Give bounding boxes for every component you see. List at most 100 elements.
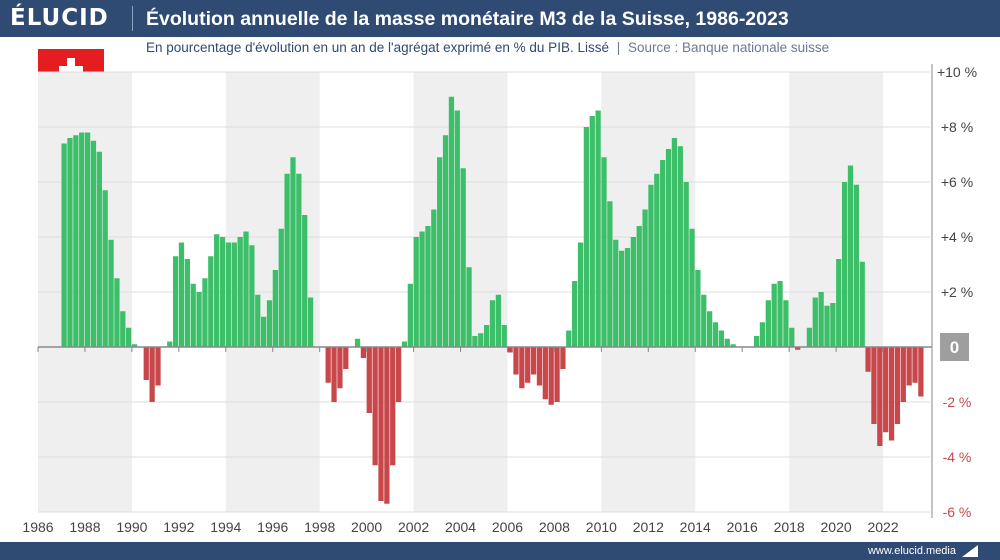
bar	[261, 316, 267, 347]
bar	[577, 242, 584, 347]
bar	[536, 347, 543, 386]
bar	[296, 173, 302, 347]
bar	[196, 292, 202, 347]
x-tick-label: 1986	[22, 519, 53, 535]
x-tick-label: 2002	[398, 519, 429, 535]
bar	[67, 138, 73, 347]
bar	[689, 228, 695, 347]
bar	[607, 201, 613, 347]
chart-subtitle: En pourcentage d'évolution en un an de l…	[146, 39, 829, 57]
x-tick-label: 2022	[867, 519, 898, 535]
bar	[513, 347, 519, 375]
bar	[613, 239, 619, 347]
bar	[249, 245, 255, 347]
x-tick-label: 1994	[210, 519, 241, 535]
bar	[918, 347, 924, 397]
bar	[618, 250, 625, 347]
bar	[836, 259, 842, 347]
bar	[143, 347, 149, 380]
bar	[589, 116, 595, 347]
y-tick-label: -6 %	[943, 504, 972, 520]
bar	[155, 347, 161, 386]
bar	[61, 143, 67, 347]
y-tick-label: +2 %	[941, 284, 973, 300]
bar	[231, 242, 237, 347]
bar	[84, 132, 91, 347]
bar	[642, 209, 648, 347]
bar	[237, 237, 243, 347]
bar	[759, 322, 766, 347]
bar	[865, 347, 871, 372]
bar	[360, 347, 367, 358]
bar	[407, 283, 413, 347]
bar	[208, 256, 214, 347]
bar	[425, 226, 431, 347]
bar	[489, 300, 496, 347]
x-tick-label: 2016	[727, 519, 758, 535]
bar	[795, 347, 801, 350]
chart-title: Évolution annuelle de la masse monétaire…	[146, 8, 789, 30]
x-tick-label: 2010	[586, 519, 617, 535]
bar	[401, 341, 408, 347]
bar	[343, 347, 349, 369]
bar	[302, 215, 308, 347]
bar	[272, 270, 279, 347]
bar	[847, 165, 854, 347]
bar	[284, 173, 290, 347]
bar	[442, 135, 449, 347]
bar	[560, 347, 566, 369]
zero-badge-label: 0	[950, 338, 959, 357]
bar	[830, 303, 836, 347]
bar	[894, 347, 901, 424]
bar	[454, 110, 460, 347]
bar	[812, 297, 818, 347]
bar	[630, 237, 636, 347]
x-tick-label: 1990	[116, 519, 147, 535]
bar	[542, 347, 548, 400]
x-tick-label: 1992	[163, 519, 194, 535]
bar	[777, 281, 783, 347]
bar	[79, 132, 85, 347]
bar	[877, 347, 883, 446]
zero-badge	[940, 333, 969, 361]
bar	[378, 347, 384, 501]
x-tick-label: 2018	[774, 519, 805, 535]
bar	[724, 338, 730, 347]
bar	[712, 322, 719, 347]
bar	[214, 234, 220, 347]
x-tick-label: 2008	[539, 519, 570, 535]
bar	[701, 294, 707, 347]
bar	[337, 347, 343, 389]
bar	[390, 347, 396, 466]
bar	[126, 327, 132, 347]
y-tick-label: +8 %	[941, 119, 973, 135]
x-tick-label: 2014	[680, 519, 711, 535]
bar	[478, 333, 484, 347]
bar	[120, 311, 126, 347]
bar	[730, 344, 736, 347]
bar	[172, 256, 179, 347]
bar	[636, 226, 642, 347]
bar	[266, 300, 273, 347]
bar	[806, 327, 813, 347]
bar	[437, 157, 443, 347]
bar	[683, 182, 689, 347]
bar	[753, 336, 760, 347]
header-divider	[132, 6, 133, 31]
bar	[290, 157, 296, 347]
elucid-logo[interactable]: ÉLUCID	[10, 5, 109, 31]
bar	[601, 157, 607, 347]
footer-site-link[interactable]: www.elucid.media	[867, 545, 956, 557]
bar	[243, 231, 249, 347]
bar	[912, 347, 918, 383]
y-tick-label: -2 %	[943, 394, 972, 410]
bar	[677, 146, 683, 347]
bar	[783, 300, 789, 347]
bar	[648, 184, 654, 347]
bar	[90, 140, 97, 347]
x-tick-label: 2020	[821, 519, 852, 535]
bar	[395, 347, 402, 402]
bar	[859, 261, 865, 347]
bar	[384, 347, 390, 504]
